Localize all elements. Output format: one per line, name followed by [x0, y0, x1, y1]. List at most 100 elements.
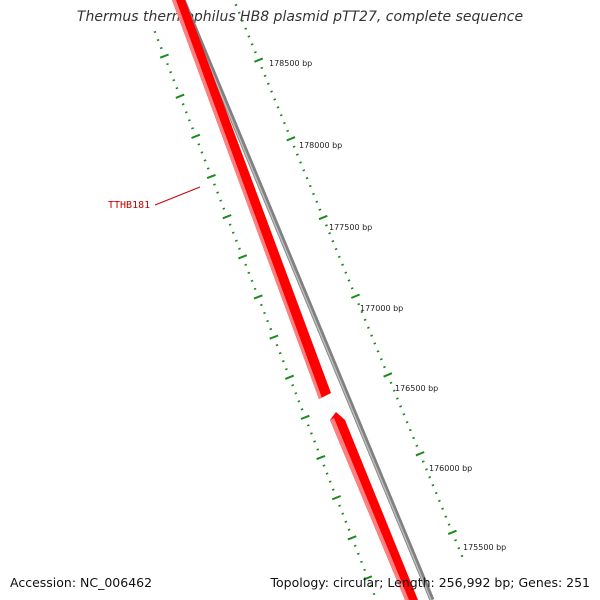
outer-tick-minor — [460, 554, 464, 558]
ruler-tick-label: 176500 bp — [395, 384, 438, 393]
inner-tick-major — [269, 334, 279, 340]
inner-tick-minor — [166, 62, 169, 66]
inner-tick-minor — [216, 191, 220, 194]
outer-tick-minor — [447, 523, 451, 526]
inner-tick-minor — [341, 512, 345, 515]
accession-label: Accession: NC_006462 — [10, 575, 153, 590]
inner-tick-minor — [263, 311, 266, 315]
outer-tick-minor — [434, 491, 438, 495]
inner-tick-minor — [306, 424, 310, 427]
ruler-tick-label: 176000 bp — [429, 464, 472, 473]
inner-tick-minor — [328, 480, 332, 483]
backbone-arc — [180, 0, 435, 600]
inner-tick-minor — [360, 560, 363, 564]
outer-tick-minor — [299, 161, 303, 164]
outer-tick-minor — [341, 263, 344, 266]
outer-tick-minor — [263, 74, 267, 78]
outer-tick-minor — [337, 255, 341, 259]
inner-tick-minor — [325, 472, 329, 475]
inner-tick-minor — [281, 359, 285, 363]
outer-tick-major — [286, 136, 296, 142]
inner-tick-minor — [266, 319, 270, 323]
outer-tick-minor — [308, 184, 312, 188]
inner-tick-minor — [213, 183, 216, 186]
inner-tick-marks — [153, 30, 376, 596]
outer-tick-minor — [454, 539, 457, 542]
outer-tick-minor — [425, 468, 428, 471]
outer-tick-minor — [331, 239, 335, 243]
ruler-tick-label: 178000 bp — [299, 141, 342, 150]
inner-tick-minor — [197, 143, 201, 146]
inner-tick-major — [253, 294, 263, 300]
inner-tick-minor — [372, 592, 376, 596]
inner-tick-minor — [300, 408, 304, 411]
outer-tick-minor — [437, 499, 441, 503]
outer-tick-minor — [402, 413, 406, 416]
outer-tick-minor — [260, 66, 264, 70]
outer-tick-minor — [305, 176, 309, 180]
inner-tick-major — [363, 575, 373, 581]
outer-tick-minor — [253, 51, 257, 54]
inner-tick-minor — [244, 263, 248, 267]
ruler-tick-label: 177000 bp — [360, 304, 403, 313]
inner-tick-minor — [181, 103, 185, 106]
inner-tick-minor — [294, 392, 298, 395]
gene-arrow[interactable] — [330, 412, 418, 600]
outer-tick-minor — [389, 381, 393, 385]
inner-tick-major — [159, 53, 169, 59]
inner-tick-minor — [285, 368, 288, 371]
outer-tick-major — [415, 451, 425, 457]
gene-feature-lower[interactable] — [330, 412, 418, 600]
inner-tick-minor — [153, 30, 157, 34]
outer-tick-minor — [273, 98, 277, 101]
outer-tick-major — [447, 529, 457, 536]
inner-tick-minor — [238, 247, 241, 250]
outer-tick-minor — [347, 279, 351, 282]
outer-tick-minor — [315, 200, 319, 203]
outer-tick-major — [254, 57, 264, 63]
outer-tick-minor — [234, 3, 238, 7]
inner-tick-minor — [222, 207, 226, 210]
inner-tick-minor — [228, 223, 232, 226]
inner-tick-major — [222, 214, 232, 220]
inner-tick-minor — [175, 87, 179, 90]
inner-tick-major — [191, 133, 201, 139]
outer-tick-minor — [247, 35, 251, 38]
outer-tick-minor — [244, 27, 248, 30]
outer-tick-minor — [357, 302, 361, 306]
outer-tick-minor — [399, 405, 403, 408]
outer-tick-minor — [250, 43, 254, 46]
outer-tick-minor — [350, 287, 354, 290]
outer-tick-minor — [366, 326, 370, 329]
outer-tick-minor — [324, 224, 328, 227]
inner-tick-minor — [322, 464, 326, 467]
inner-tick-major — [175, 93, 185, 99]
outer-tick-major — [383, 372, 393, 378]
inner-tick-minor — [159, 46, 163, 50]
outer-tick-minor — [295, 153, 299, 156]
outer-tick-minor — [370, 334, 374, 337]
gene-feature-upper[interactable] — [172, 0, 331, 399]
ruler-tick-label: 177500 bp — [329, 223, 372, 232]
gene-label-leader — [154, 186, 201, 206]
gene-label-tthb181[interactable]: TTHB181 — [108, 200, 150, 211]
inner-tick-minor — [206, 167, 210, 170]
inner-tick-minor — [200, 151, 204, 154]
outer-tick-minor — [282, 121, 286, 125]
ruler-tick-labels: 178500 bp 178000 bp 177500 bp 177000 bp 1765… — [269, 59, 506, 552]
inner-tick-minor — [234, 239, 238, 242]
inner-tick-minor — [247, 271, 251, 275]
inner-tick-minor — [156, 38, 160, 42]
inner-tick-major — [284, 374, 295, 380]
outer-tick-minor — [379, 358, 383, 361]
outer-tick-minor — [412, 436, 416, 440]
inner-tick-minor — [172, 78, 176, 82]
inner-tick-minor — [203, 159, 207, 162]
inner-tick-major — [238, 254, 248, 260]
outer-tick-minor — [292, 145, 296, 148]
outer-tick-major — [318, 214, 328, 221]
inner-tick-major — [206, 173, 216, 180]
ruler-tick-label: 178500 bp — [269, 59, 312, 68]
outer-tick-minor — [318, 208, 322, 211]
